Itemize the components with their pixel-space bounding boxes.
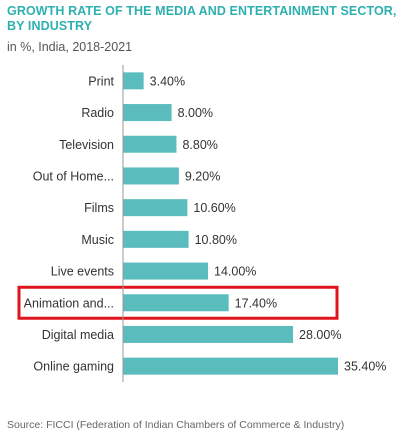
data-label: 8.00% <box>178 106 213 120</box>
bar <box>123 357 338 375</box>
category-label: Out of Home... <box>33 169 114 183</box>
bar <box>123 262 209 280</box>
data-label: 8.80% <box>182 138 217 152</box>
source-note: Source: FICCI (Federation of Indian Cham… <box>7 419 345 431</box>
bar <box>123 72 144 90</box>
highlight-box <box>17 285 339 320</box>
category-label: Radio <box>81 106 114 120</box>
bar <box>123 135 177 153</box>
category-label: Print <box>88 74 114 88</box>
chart-subtitle: in %, India, 2018-2021 <box>7 40 133 54</box>
data-label: 17.40% <box>235 296 277 310</box>
data-label: 28.00% <box>299 328 341 342</box>
data-label: 10.80% <box>195 233 237 247</box>
category-label: Online gaming <box>33 360 114 374</box>
category-label: Films <box>84 201 114 215</box>
category-label: Television <box>59 138 114 152</box>
category-label: Digital media <box>42 328 114 342</box>
category-label: Music <box>81 233 114 247</box>
data-label: 10.60% <box>193 201 235 215</box>
bar <box>123 230 189 248</box>
category-label: Animation and... <box>24 296 114 310</box>
data-label: 14.00% <box>214 265 256 279</box>
category-label: Live events <box>51 265 114 279</box>
data-label: 35.40% <box>344 360 386 374</box>
bar <box>123 199 188 217</box>
bar <box>123 104 172 122</box>
bar <box>123 167 179 185</box>
bar <box>123 325 294 343</box>
chart-title: GROWTH RATE OF THE MEDIA AND ENTERTAINME… <box>7 4 397 33</box>
bar <box>123 294 229 312</box>
data-label: 3.40% <box>150 74 185 88</box>
data-label: 9.20% <box>185 169 220 183</box>
